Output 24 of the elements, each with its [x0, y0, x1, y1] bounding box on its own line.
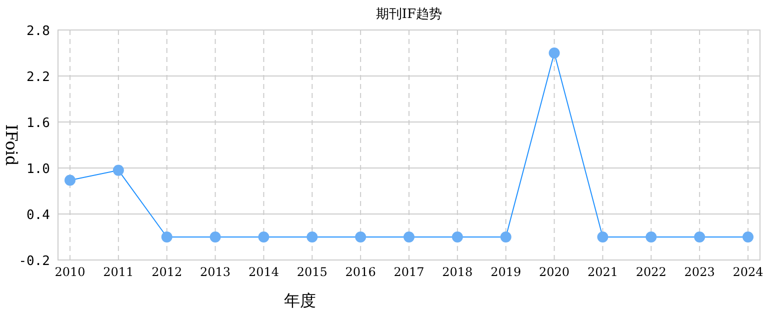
x-tick-label: 2017 — [394, 265, 424, 279]
x-tick-label: 2016 — [345, 265, 376, 279]
y-tick-label: 2.8 — [26, 24, 50, 39]
y-tick-label: -0.2 — [18, 254, 50, 269]
x-tick-label: 2010 — [54, 265, 86, 279]
y-tick-label: 0.4 — [26, 208, 50, 223]
x-tick-label: 2023 — [684, 265, 715, 279]
x-tick-label: 2011 — [103, 265, 134, 279]
x-tick-label: 2021 — [587, 265, 618, 279]
chart-title: 期刊IF趋势 — [376, 7, 442, 22]
x-tick-label: 2022 — [636, 265, 666, 279]
x-axis-title: 年度 — [284, 291, 316, 310]
x-tick-label: 2018 — [442, 265, 473, 279]
x-tick-label: 2014 — [248, 265, 280, 279]
y-tick-label: 1.6 — [26, 116, 50, 131]
x-tick-label: 2019 — [490, 265, 522, 279]
x-tick-label: 2024 — [732, 265, 764, 279]
x-tick-label: 2012 — [152, 265, 182, 279]
x-tick-label: 2013 — [200, 265, 231, 279]
y-tick-label: 1.0 — [26, 162, 50, 177]
x-tick-label: 2015 — [296, 265, 328, 279]
x-tick-label: 2020 — [539, 265, 570, 279]
y-tick-label: 2.2 — [26, 70, 50, 85]
y-axis-title: IFoid — [2, 124, 21, 166]
